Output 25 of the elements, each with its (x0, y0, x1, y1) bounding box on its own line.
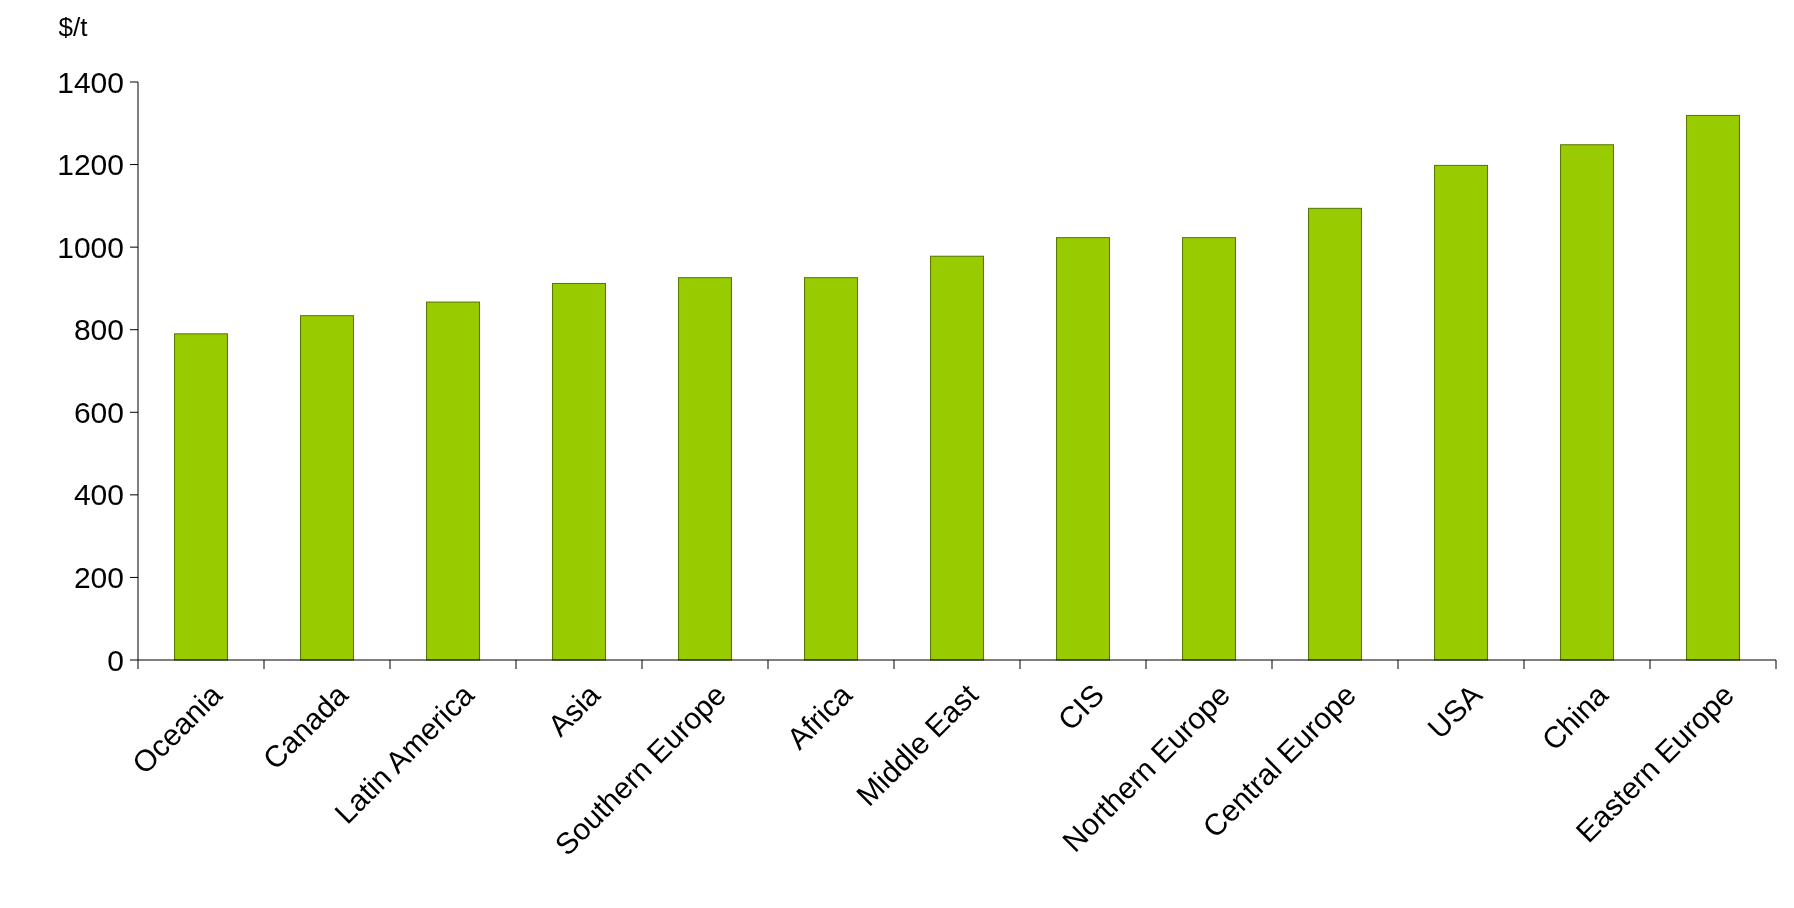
bar (678, 277, 732, 661)
bar (930, 255, 984, 661)
bar (1056, 237, 1110, 661)
bar (1308, 207, 1362, 661)
bar (1560, 144, 1614, 661)
y-tick-label: 1400 (57, 65, 124, 99)
bar (1182, 237, 1236, 661)
bar (1686, 114, 1740, 661)
y-tick-label: 200 (73, 560, 124, 594)
y-axis-title: $/t (58, 12, 89, 42)
bar (300, 315, 354, 661)
y-tick-label: 1200 (57, 148, 124, 182)
y-tick-label: 400 (73, 478, 124, 512)
y-tick-label: 600 (73, 395, 124, 429)
x-tick-label: CIS (1051, 677, 1111, 737)
bar (174, 333, 228, 661)
y-tick-label: 800 (73, 313, 124, 347)
x-tick-label: Asia (541, 677, 607, 743)
bar (552, 282, 606, 661)
y-tick-label: 0 (107, 643, 124, 677)
bar (1434, 164, 1488, 661)
x-tick-label: USA (1421, 677, 1489, 745)
y-tick-label: 1000 (57, 230, 124, 264)
bar (804, 277, 858, 661)
bar (426, 301, 480, 661)
